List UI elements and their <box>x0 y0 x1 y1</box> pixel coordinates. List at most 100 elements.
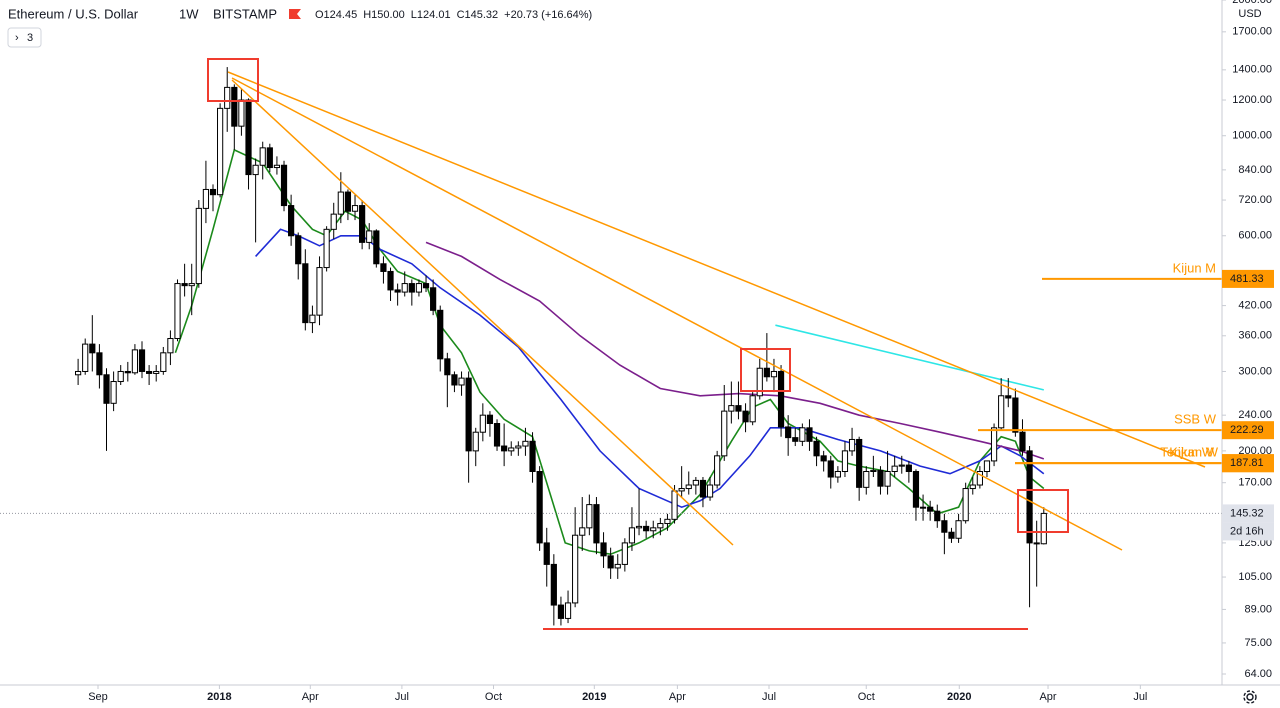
candle-body <box>209 188 217 196</box>
candle-body <box>564 602 572 619</box>
candle-body <box>188 283 195 287</box>
candle-body <box>792 437 799 442</box>
y-tick-label: 420.00 <box>1238 299 1272 311</box>
x-tick-label: Apr <box>669 691 686 703</box>
candle-body <box>401 283 408 293</box>
level-tag <box>1222 421 1274 440</box>
candle-body <box>344 191 352 212</box>
candle-body <box>302 263 309 324</box>
x-tick-label: Oct <box>858 691 875 703</box>
candle-body <box>394 289 401 293</box>
candle-body <box>1033 542 1040 545</box>
candle-body <box>444 358 451 376</box>
candle-body <box>273 164 281 169</box>
candle-body <box>359 205 366 243</box>
level-tag-label: 481.33 <box>1230 273 1264 285</box>
candle-body <box>458 377 465 386</box>
candle-body <box>635 525 643 529</box>
ohlc-value: O124.45 <box>315 9 357 21</box>
x-tick-label: 2020 <box>947 691 971 703</box>
candle-body <box>827 460 834 478</box>
time-axis-bg <box>0 685 1280 708</box>
candle-body <box>998 395 1005 429</box>
candle-body <box>749 395 756 423</box>
x-tick-label: Jul <box>762 691 776 703</box>
candle-body <box>777 370 785 428</box>
symbol-title: Ethereum / U.S. Dollar <box>8 6 139 21</box>
candle-body <box>735 405 742 412</box>
candle-body <box>501 445 508 452</box>
candle-body <box>472 431 479 452</box>
candle-body <box>82 343 89 372</box>
toggle-chevron: › <box>15 32 19 44</box>
gear-core <box>1246 693 1254 701</box>
candle-body <box>955 520 962 539</box>
candle-body <box>643 525 650 532</box>
countdown: 2d 16h <box>1230 525 1264 537</box>
level-tag-label: 187.81 <box>1230 457 1264 469</box>
candle-body <box>685 484 692 490</box>
candle-body <box>465 377 472 452</box>
candle-body <box>721 410 728 457</box>
candle-body <box>536 471 543 544</box>
y-tick-label: 720.00 <box>1238 194 1272 206</box>
axes: 2000.00 1700.00 1400.00 1200.00 1000.00 840.0… <box>88 0 1272 703</box>
y-tick-label: 89.00 <box>1244 603 1272 615</box>
candle-body <box>820 455 827 462</box>
candle-body <box>1026 450 1033 544</box>
x-tick-label: Jul <box>1133 691 1147 703</box>
candle-body <box>884 471 891 487</box>
y-tick-label: 200.00 <box>1238 445 1272 457</box>
candle-body <box>387 270 394 291</box>
candle-body <box>202 188 210 209</box>
candle-body <box>422 283 430 289</box>
ohlc-value: +20.73 (+16.64%) <box>504 9 592 21</box>
candle-body <box>969 484 976 490</box>
candle-body <box>1040 512 1047 545</box>
settings-gear[interactable] <box>1243 690 1257 704</box>
trend-line <box>227 71 1206 468</box>
flag-icon[interactable] <box>289 9 301 19</box>
level-label: Kijun W <box>1169 445 1215 460</box>
candle-body <box>96 352 103 376</box>
highlight-box <box>207 58 259 102</box>
candle-body <box>238 99 245 127</box>
x-tick-label: Oct <box>485 691 502 703</box>
candle-body <box>295 235 302 265</box>
candle-body <box>770 370 778 378</box>
candle-body <box>948 531 955 539</box>
candle-body <box>962 488 969 522</box>
y-tick-label: 64.00 <box>1244 668 1272 680</box>
level-tag <box>1222 269 1274 288</box>
candle-body <box>543 542 550 565</box>
candle-body <box>557 604 565 619</box>
indicator-toggle[interactable] <box>7 27 42 48</box>
candle-body <box>763 367 770 378</box>
candle-body <box>813 440 820 457</box>
ohlc-readout: O124.45 H150.00 L124.01 C145.32 +20.73 (+16.… <box>315 9 592 21</box>
interval: 1W <box>179 6 199 21</box>
candle-body <box>927 506 934 512</box>
y-tick-label: 105.00 <box>1238 571 1272 583</box>
candle-body <box>856 438 863 488</box>
candle-body <box>983 460 991 473</box>
y-tick-label: 600.00 <box>1238 230 1272 242</box>
indicator-line <box>425 241 1045 460</box>
last-price-tag <box>1222 504 1274 523</box>
candle-body <box>224 86 231 109</box>
candle-body <box>493 423 501 447</box>
candle-body <box>600 542 607 557</box>
candle-body <box>678 488 685 492</box>
candle-body <box>628 527 636 544</box>
candle-body <box>1019 431 1026 452</box>
candle-body <box>408 283 415 293</box>
candle-body <box>508 447 515 452</box>
candle-body <box>110 381 117 404</box>
candle-body <box>650 527 657 532</box>
candle-body <box>870 469 877 473</box>
candle-body <box>437 309 444 360</box>
candle-body <box>103 374 110 404</box>
